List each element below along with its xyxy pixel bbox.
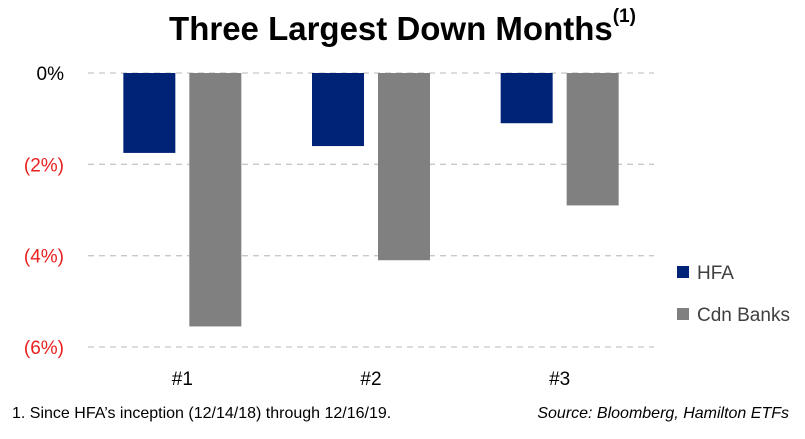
y-tick-label: (4%) (24, 247, 64, 268)
legend-swatch (677, 308, 689, 320)
chart-title: Three Largest Down Months(1) (0, 6, 805, 48)
bar-cdn-banks (566, 73, 619, 206)
bar-hfa (500, 73, 553, 124)
legend-swatch (677, 266, 689, 278)
x-tick-label: #3 (549, 369, 570, 390)
bar-hfa (312, 73, 364, 147)
y-tick-label: (2%) (24, 155, 64, 176)
source-note: Source: Bloomberg, Hamilton ETFs (537, 405, 789, 422)
y-tick-label: (6%) (24, 338, 64, 359)
bar-cdn-banks (378, 73, 430, 261)
y-tick-label: 0% (37, 64, 65, 85)
legend-label: HFA (697, 263, 734, 284)
bar-hfa (123, 73, 176, 153)
x-tick-label: #2 (360, 369, 381, 390)
x-tick-label: #1 (172, 369, 193, 390)
chart-title-note-marker: (1) (612, 6, 636, 27)
footnote: 1. Since HFA’s inception (12/14/18) thro… (12, 405, 392, 422)
legend-label: Cdn Banks (697, 305, 790, 326)
bar-cdn-banks (189, 73, 242, 327)
chart-title-text: Three Largest Down Months (169, 10, 613, 47)
